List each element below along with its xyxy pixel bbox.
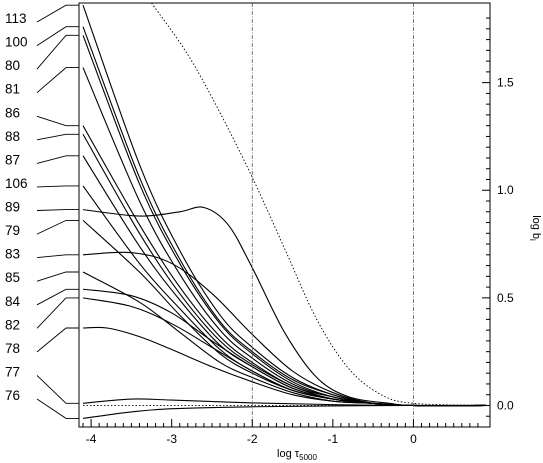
- level-leader-line: [36, 297, 79, 329]
- level-label: 113: [5, 11, 27, 26]
- x-tick-label: 0: [410, 432, 417, 446]
- level-label: 81: [5, 82, 20, 97]
- series-line-12: [82, 271, 486, 407]
- reference-vlines: [251, 3, 414, 427]
- y-axis-title: log bi: [528, 215, 542, 241]
- series-line-17: [82, 404, 486, 419]
- level-leader-line: [36, 288, 79, 306]
- level-label: 76: [5, 388, 20, 403]
- level-leader-line: [36, 34, 79, 70]
- level-label: 89: [5, 200, 20, 215]
- series-line-3: [82, 35, 486, 407]
- level-leader-line: [36, 209, 79, 211]
- level-leader-line: [36, 115, 79, 127]
- level-label: 83: [5, 247, 20, 262]
- level-label: 87: [5, 152, 20, 167]
- series-line-4: [82, 67, 486, 407]
- y-tick-label: 1.0: [497, 183, 514, 197]
- level-label: 85: [5, 270, 20, 285]
- series-line-1: [82, 4, 486, 407]
- level-leader-line: [36, 254, 79, 259]
- level-label: 78: [5, 341, 20, 356]
- level-label: 79: [5, 223, 20, 238]
- y-tick-label: 0.5: [497, 291, 514, 305]
- x-axis: -4 -3 -2 -1 0: [82, 419, 479, 446]
- level-leader-line: [36, 185, 79, 188]
- x-tick-label: -4: [86, 432, 97, 446]
- x-axis-title-sub: 5000: [299, 453, 317, 462]
- y-axis-title-sub: i: [528, 239, 537, 241]
- level-label: 100: [5, 35, 28, 50]
- series-line-15: [83, 326, 486, 407]
- level-leader-line: [36, 375, 79, 404]
- plot-frame: [78, 2, 491, 428]
- level-label: 86: [5, 105, 20, 120]
- population-curves: [82, 3, 486, 419]
- plot-border: [78, 2, 491, 428]
- level-label-gutter: 113 100 80 81 86 88 87 106 89 79 83 85 84 82 78 77 76: [5, 4, 79, 419]
- level-label: 82: [5, 317, 20, 332]
- level-label: 106: [5, 176, 28, 191]
- level-leader-line: [36, 271, 79, 282]
- level-leader-line: [36, 4, 79, 23]
- x-axis-title: log τ5000: [277, 448, 317, 462]
- level-leader-line: [36, 133, 79, 141]
- x-tick-label: -3: [166, 432, 177, 446]
- x-tick-label: -1: [328, 432, 339, 446]
- level-leader-line: [36, 155, 79, 164]
- level-leader-line: [36, 398, 79, 419]
- level-leader-line: [36, 219, 79, 235]
- level-leader-line: [36, 67, 79, 94]
- y-axis: 0.0 0.5 1.0 1.5: [482, 17, 514, 417]
- level-label: 84: [5, 294, 21, 309]
- dotted-series-line-1: [151, 3, 486, 406]
- level-leader-line: [36, 26, 79, 46]
- level-label: 77: [5, 364, 20, 379]
- series-line-9: [82, 206, 486, 407]
- y-axis-title-main: log b: [530, 215, 542, 239]
- level-leader-line: [36, 327, 79, 353]
- x-tick-label: -2: [247, 432, 258, 446]
- level-label: 88: [5, 129, 20, 144]
- series-line-5: [82, 125, 486, 407]
- x-axis-title-main: log τ: [277, 448, 300, 460]
- y-tick-label: 1.5: [497, 76, 514, 90]
- series-line-10: [82, 219, 486, 407]
- y-tick-label: 0.0: [497, 398, 514, 412]
- level-label: 80: [5, 58, 20, 73]
